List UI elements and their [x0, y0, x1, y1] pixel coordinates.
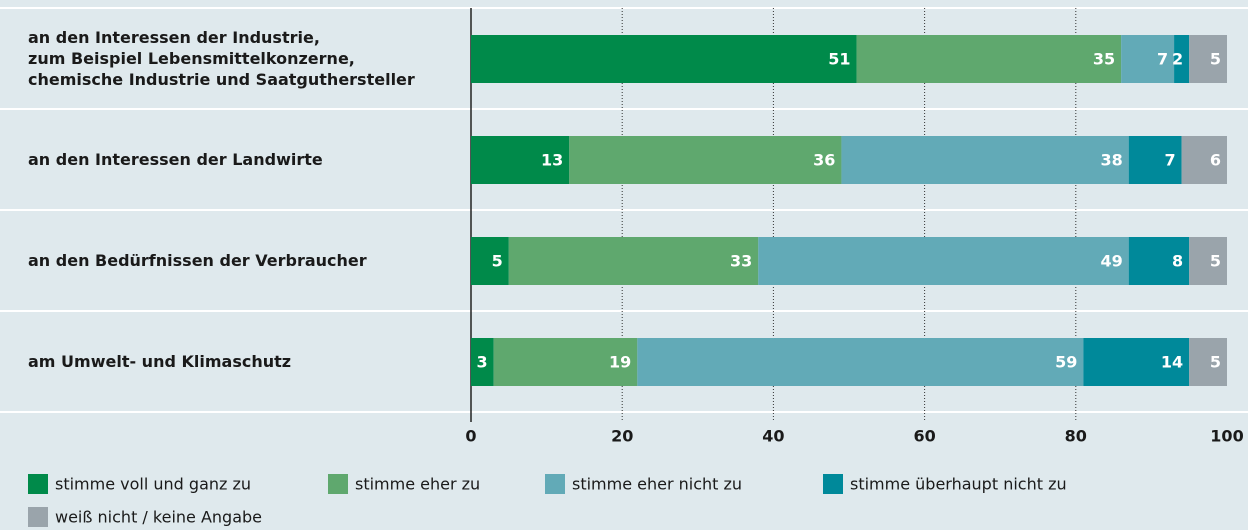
bar-segment — [1181, 136, 1227, 184]
value-label: 51 — [828, 50, 850, 69]
value-label: 5 — [1210, 50, 1221, 69]
category-label: an den Interessen der Industrie, — [28, 28, 320, 47]
value-label: 2 — [1172, 50, 1183, 69]
bar-segment — [1121, 35, 1175, 83]
value-label: 35 — [1093, 50, 1115, 69]
value-label: 5 — [1210, 353, 1221, 372]
bar-segment — [758, 237, 1129, 285]
bar-segment — [471, 338, 494, 386]
bar-segment — [471, 35, 857, 83]
legend-label: stimme voll und ganz zu — [55, 475, 251, 494]
legend-swatch — [28, 474, 48, 494]
bar-segment — [1189, 35, 1227, 83]
category-label: an den Interessen der Landwirte — [28, 150, 323, 169]
x-tick-label: 0 — [465, 427, 476, 446]
bar-segment — [1083, 338, 1190, 386]
legend-label: stimme überhaupt nicht zu — [850, 475, 1067, 494]
value-label: 8 — [1172, 252, 1183, 271]
category-label: an den Bedürfnissen der Verbraucher — [28, 251, 367, 270]
value-label: 33 — [730, 252, 752, 271]
legend-swatch — [28, 507, 48, 527]
value-label: 6 — [1210, 151, 1221, 170]
legend-label: stimme eher nicht zu — [572, 475, 742, 494]
legend-label: weiß nicht / keine Angabe — [55, 508, 262, 527]
category-label: am Umwelt- und Klimaschutz — [28, 352, 291, 371]
bar-segment — [1128, 237, 1190, 285]
x-tick-label: 20 — [611, 427, 633, 446]
value-label: 59 — [1055, 353, 1077, 372]
legend-label: stimme eher zu — [355, 475, 480, 494]
value-label: 14 — [1161, 353, 1183, 372]
value-label: 5 — [492, 252, 503, 271]
value-label: 49 — [1100, 252, 1122, 271]
bar-segment — [856, 35, 1122, 83]
bar-segment — [471, 136, 570, 184]
value-label: 5 — [1210, 252, 1221, 271]
x-tick-label: 80 — [1065, 427, 1087, 446]
bar-segment — [569, 136, 842, 184]
x-tick-label: 60 — [913, 427, 935, 446]
bar-segment — [1189, 237, 1227, 285]
x-tick-label: 100 — [1210, 427, 1243, 446]
value-label: 36 — [813, 151, 835, 170]
bar-segment — [1174, 35, 1190, 83]
legend-swatch — [823, 474, 843, 494]
bar-segment — [841, 136, 1129, 184]
bar-segment — [637, 338, 1084, 386]
value-label: 7 — [1164, 151, 1175, 170]
bar-segment — [508, 237, 759, 285]
category-label: zum Beispiel Lebensmittelkonzerne, — [28, 49, 355, 68]
bar-segment — [1189, 338, 1227, 386]
value-label: 7 — [1157, 50, 1168, 69]
category-label: chemische Industrie und Saatgutherstelle… — [28, 70, 415, 89]
bar-segment — [493, 338, 638, 386]
value-label: 13 — [541, 151, 563, 170]
legend-swatch — [545, 474, 565, 494]
value-label: 3 — [477, 353, 488, 372]
bar-segment — [471, 237, 509, 285]
bar-segment — [1128, 136, 1182, 184]
value-label: 19 — [609, 353, 631, 372]
x-tick-label: 40 — [762, 427, 784, 446]
legend-swatch — [328, 474, 348, 494]
value-label: 38 — [1100, 151, 1122, 170]
